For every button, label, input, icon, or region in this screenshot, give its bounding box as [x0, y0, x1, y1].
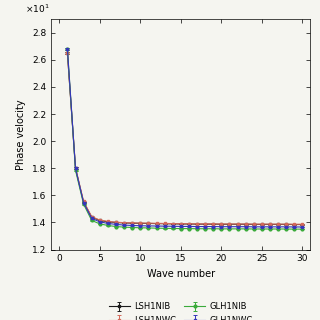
X-axis label: Wave number: Wave number	[147, 269, 215, 279]
Text: $\times10^{1}$: $\times10^{1}$	[25, 2, 50, 15]
Y-axis label: Phase velocity: Phase velocity	[16, 99, 27, 170]
Legend: LSH1NIB, LSH1NWC, GLH1NIB, GLH1NWC: LSH1NIB, LSH1NWC, GLH1NIB, GLH1NWC	[107, 300, 255, 320]
